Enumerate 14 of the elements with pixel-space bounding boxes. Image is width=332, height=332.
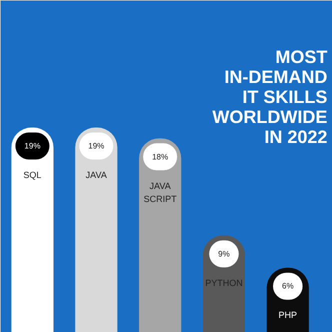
- data-label: 9%: [218, 249, 230, 258]
- x-tick-label: PHP: [278, 310, 298, 320]
- x-tick-label: JAVA: [86, 170, 107, 180]
- data-label: 18%: [152, 152, 168, 162]
- x-tick-label: JAVA SCRIPT: [144, 180, 178, 204]
- bar: [75, 128, 118, 332]
- x-tick-label: SQL: [23, 170, 42, 180]
- bar: [11, 128, 54, 332]
- bar: [139, 138, 182, 332]
- x-tick-label: PYTHON: [205, 278, 243, 288]
- data-label: 6%: [282, 282, 294, 291]
- chart-title: MOST IN-DEMAND IT SKILLS WORLDWIDE IN 2022: [212, 46, 328, 147]
- data-label: 19%: [24, 142, 40, 151]
- data-label: 19%: [88, 142, 104, 151]
